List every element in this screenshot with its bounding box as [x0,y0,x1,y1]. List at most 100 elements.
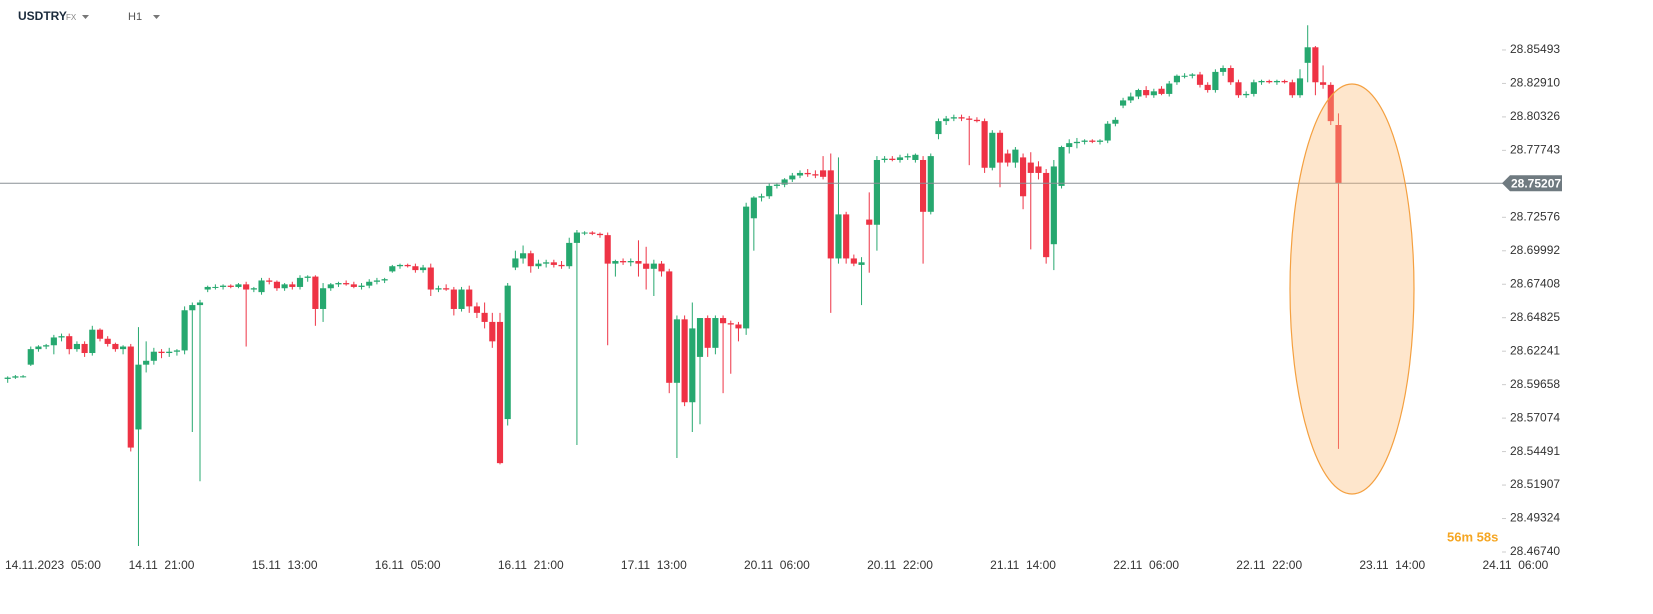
candle-body [481,312,488,322]
candle-body [866,219,873,225]
candle-body [358,285,365,287]
y-tick-label: 28.64825 [1510,310,1560,324]
candle-body [1258,80,1265,83]
x-tick-label: 15.11 13:00 [252,558,318,572]
candle-body [1050,166,1057,245]
candle-body [327,284,334,289]
candle-body [204,286,211,290]
candle-body [1212,71,1219,91]
candle-body [466,289,473,307]
candle-body [427,267,434,290]
highlight-ellipse [1289,83,1415,495]
candle-body [1104,123,1111,141]
candle-body [927,156,934,212]
candle-body [1150,91,1157,96]
x-tick-label: 16.11 05:00 [375,558,441,572]
candle-body [1035,166,1042,173]
candle-body [1058,147,1065,186]
candle-body [781,179,788,185]
candle-body [273,281,280,289]
symbol[interactable]: USDTRY [18,9,67,23]
candle-body [796,172,804,176]
candle-body [420,267,427,271]
x-tick-label: 16.11 21:00 [498,558,564,572]
candle-body [681,319,688,403]
candle-body [635,261,642,264]
candle-body [1089,140,1096,142]
candle-body [1127,96,1134,101]
candle-body [612,261,619,264]
candle-body [243,284,250,290]
candle-body [212,286,219,288]
candle-body [1196,74,1204,85]
candle-body [335,283,342,285]
candle-body [550,262,557,265]
candle-body [1004,153,1011,163]
candle-body [1220,68,1227,72]
candle-body [458,289,465,309]
candle-body [366,281,373,286]
candle-body [443,288,450,290]
candle-body [473,306,480,313]
y-tick-label: 28.62241 [1510,343,1560,357]
y-tick-label: 28.69992 [1510,243,1560,257]
y-tick-label: 28.67408 [1510,276,1560,290]
candle-body [112,343,119,350]
candle-body [735,324,742,329]
timeframe[interactable]: H1 [128,11,142,23]
candle-body [81,343,88,354]
candle-body [1243,93,1250,96]
candle-body [1173,75,1180,83]
candle-body [950,117,957,119]
candle-body [1096,140,1104,142]
candle-body [1112,119,1119,124]
candle-body [1027,162,1034,173]
candle-body [981,121,988,168]
candle-body [4,377,11,379]
candle-body [1166,83,1173,94]
candle-body [1043,172,1050,258]
candle-body [1312,47,1319,83]
candle-body [266,280,273,282]
candle-body [766,185,773,197]
dropdown-arrow[interactable] [153,15,160,19]
header: USDTRY FX H1 [18,9,160,23]
candle-body [1266,80,1273,83]
candle-body [27,349,34,365]
candle-body [66,336,73,350]
candle-body [104,338,111,344]
candle-body [666,271,673,383]
candle-body [20,376,27,378]
candle-body [1020,157,1027,197]
candle-body [520,253,527,259]
candle-body [289,284,296,287]
candle-body [143,360,150,365]
candle-body [1320,82,1327,85]
candle-body [150,351,157,361]
current-price-tag [1502,175,1562,192]
candle-body [189,305,196,311]
candle-body [1227,68,1234,83]
dropdown-arrow[interactable] [82,15,89,19]
candle-body [1235,82,1242,96]
candle-body [958,117,965,119]
candle-body [689,328,696,403]
x-tick-label: 20.11 22:00 [867,558,933,572]
candle-body [643,263,650,269]
candle-body [543,262,550,264]
candle-body [743,206,750,329]
candle-body [1135,90,1142,97]
candle-body [989,132,996,168]
candle-body [1335,125,1342,184]
candle-body [589,232,596,234]
candle-body [389,266,396,272]
candle-body [1304,47,1311,63]
candle-body [873,159,880,225]
candle-body [581,232,588,234]
candle-body [1204,84,1211,91]
candle-body [173,350,180,352]
countdown: 56m 58s [1447,529,1498,544]
candle-body [1296,78,1304,96]
candle-body [1181,75,1188,77]
candle-body [696,318,704,357]
